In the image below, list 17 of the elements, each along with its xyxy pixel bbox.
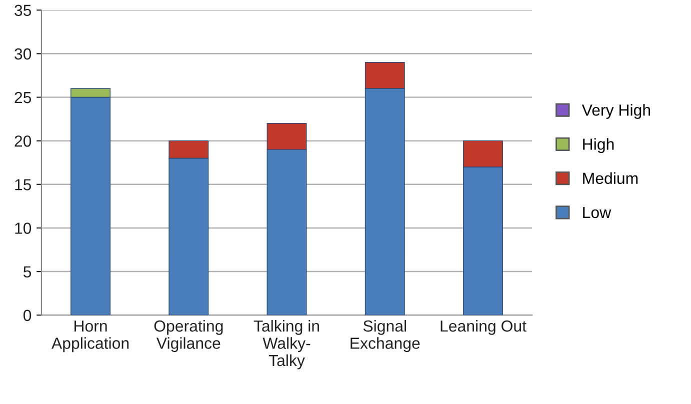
y-tick-label: 0 bbox=[23, 310, 32, 322]
x-tick-label: Horn Application bbox=[51, 320, 129, 352]
legend-label: Very High bbox=[582, 104, 650, 119]
y-tick-label: 30 bbox=[14, 48, 32, 60]
x-tick-label: Signal Exchange bbox=[350, 320, 420, 352]
y-tick-label: 10 bbox=[15, 222, 32, 234]
y-tick-label: 5 bbox=[23, 266, 32, 278]
x-tick-label: Leaning Out bbox=[440, 320, 526, 335]
x-tick-label: Operating Vigilance bbox=[154, 320, 223, 352]
x-tick-label: Talking in Walky- Talky bbox=[254, 320, 320, 370]
y-tick-label: 35 bbox=[14, 4, 32, 16]
y-tick-label: 20 bbox=[14, 135, 32, 147]
y-tick-label: 25 bbox=[14, 92, 32, 104]
legend-label: Low bbox=[583, 207, 612, 218]
legend-label: Medium bbox=[583, 172, 638, 184]
legend-label: High bbox=[583, 138, 614, 154]
y-tick-label: 15 bbox=[15, 179, 32, 190]
